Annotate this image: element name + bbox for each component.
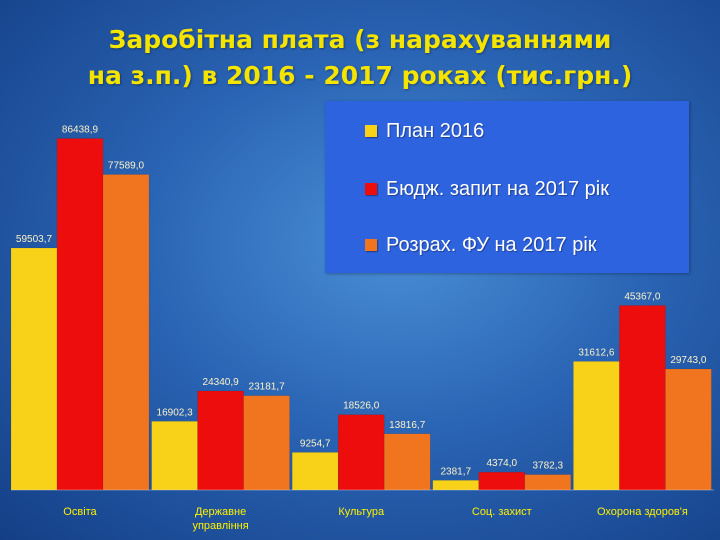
bar-okhorona-zdorovya-plan-2016 [573,361,620,491]
value-label-derzhavne-upravlinnya-budget-request-2017: 24340,9 [203,377,240,388]
chart-title: Заробітна плата (з нарахуваннями на з.п.… [0,22,720,94]
value-label-okhorona-zdorovya-plan-2016: 31612,6 [578,347,615,358]
value-label-osvita-plan-2016: 59503,7 [16,234,53,245]
value-label-osvita-budget-request-2017: 86438,9 [62,125,99,136]
value-label-sots-zakhyst-plan-2016: 2381,7 [441,466,472,477]
bar-kultura-budget-request-2017 [337,414,385,491]
chart-title-line-2: на з.п.) в 2016 - 2017 роках (тис.грн.) [87,61,633,90]
bar-okhorona-zdorovya-calc-fu-2017 [665,368,712,491]
value-label-osvita-calc-fu-2017: 77589,0 [108,161,145,172]
x-tick-label-sots-zakhyst: Соц. захист [472,506,532,518]
chart-title-line-1: Заробітна плата (з нарахуваннями [108,25,612,54]
value-label-kultura-plan-2016: 9254,7 [300,438,331,449]
legend-item-budget-request-2017: Бюдж. запит на 2017 рік [365,177,609,201]
bar-kultura-calc-fu-2017 [383,433,431,491]
value-label-okhorona-zdorovya-calc-fu-2017: 29743,0 [670,355,707,366]
value-label-derzhavne-upravlinnya-plan-2016: 16902,3 [157,407,194,418]
x-tick-label-derzhavne-upravlinnya: Державне управління [192,506,248,532]
value-label-kultura-calc-fu-2017: 13816,7 [389,420,426,431]
bar-okhorona-zdorovya-budget-request-2017 [619,305,666,491]
legend-label-budget-request-2017: Бюдж. запит на 2017 рік [386,177,609,200]
value-label-sots-zakhyst-budget-request-2017: 4374,0 [487,458,518,469]
bar-derzhavne-upravlinnya-budget-request-2017 [197,390,244,491]
legend-item-plan-2016: План 2016 [365,119,484,143]
bar-kultura-plan-2016 [291,452,339,491]
legend-item-calc-fu-2017: Розрах. ФУ на 2017 рік [365,233,597,257]
x-tick-label-okhorona-zdorovya: Охорона здоров'я [597,506,688,518]
bar-osvita-calc-fu-2017 [102,174,150,491]
legend-label-calc-fu-2017: Розрах. ФУ на 2017 рік [386,233,597,256]
legend-label-plan-2016: План 2016 [386,119,485,142]
bar-sots-zakhyst-plan-2016 [432,480,480,491]
value-label-sots-zakhyst-calc-fu-2017: 3782,3 [533,461,564,472]
x-tick-label-kultura: Культура [338,506,385,518]
legend-swatch-plan-2016 [365,125,377,137]
bar-sots-zakhyst-budget-request-2017 [478,471,526,491]
bar-osvita-plan-2016 [10,247,58,491]
bar-osvita-budget-request-2017 [56,138,104,491]
bar-derzhavne-upravlinnya-calc-fu-2017 [243,395,290,491]
legend-swatch-calc-fu-2017 [365,239,377,251]
chart-legend: План 2016 Бюдж. запит на 2017 рік Розрах… [325,101,689,273]
bar-sots-zakhyst-calc-fu-2017 [524,474,572,491]
legend-swatch-budget-request-2017 [365,183,377,195]
value-label-kultura-budget-request-2017: 18526,0 [343,401,380,412]
value-label-derzhavne-upravlinnya-calc-fu-2017: 23181,7 [249,382,286,393]
value-label-okhorona-zdorovya-budget-request-2017: 45367,0 [624,292,661,303]
x-tick-label-osvita: Освіта [63,506,97,518]
bar-derzhavne-upravlinnya-plan-2016 [151,421,198,491]
